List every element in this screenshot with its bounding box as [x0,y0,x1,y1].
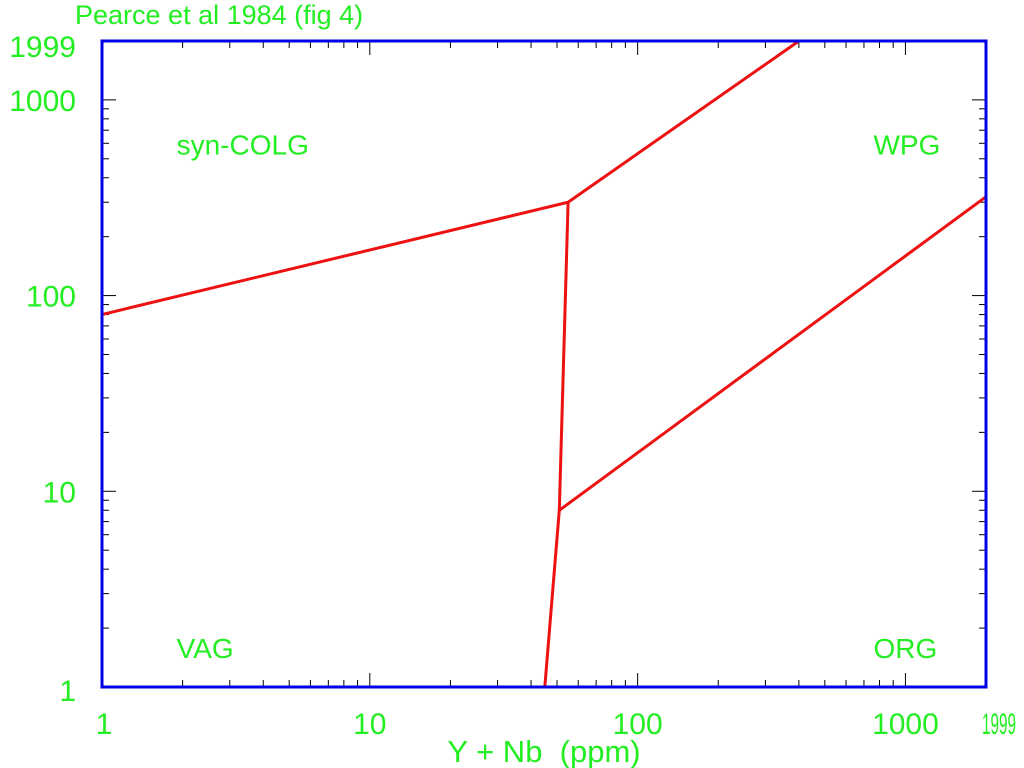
y-tick-label: 1 [59,675,76,708]
x-axis-label: Y + Nb (ppm) [447,734,640,768]
y-tick-label: 10 [43,476,76,509]
boundary-line-3 [543,510,561,687]
x-tick-label: 1999 [982,708,1016,741]
boundary-lines [102,41,986,687]
plot-frame [100,39,988,689]
chart-title: Pearce et al 1984 (fig 4) [75,0,363,30]
region-label-syn-colg: syn-COLG [177,129,309,160]
y-tick-labels: 1 10 100 1000 1999 [9,31,76,708]
y-tick-label: 100 [26,281,76,314]
y-tick-label: 1000 [9,85,76,118]
x-tick-label: 1 [96,708,113,741]
region-label-vag: VAG [177,633,234,664]
x-tick-labels: 1 10 100 1000 1999 [96,708,1016,741]
boundary-line-2 [557,195,986,514]
region-label-wpg: WPG [873,129,940,160]
region-labels: syn-COLG WPG VAG ORG [177,129,941,664]
region-label-org: ORG [873,633,937,664]
y-tick-label: 1999 [9,31,76,64]
x-tick-label: 10 [353,708,386,741]
boundary-line-1 [102,41,800,316]
x-tick-label: 1000 [872,708,939,741]
x-tick-label: 100 [613,708,663,741]
